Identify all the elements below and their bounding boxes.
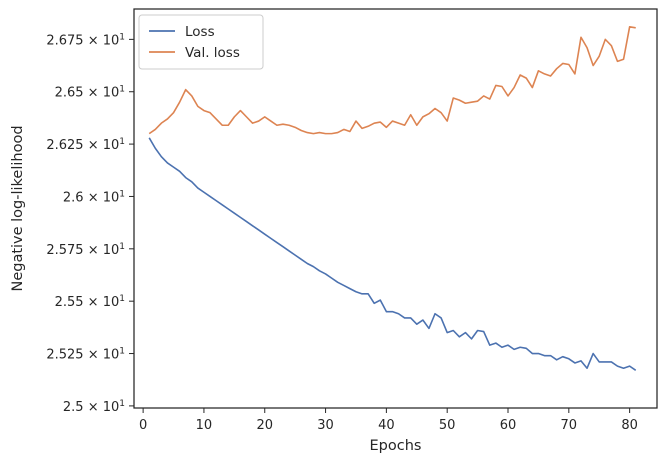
x-axis-label: Epochs xyxy=(370,438,422,454)
x-tick-label: 10 xyxy=(196,418,213,433)
y-tick-label: 2.6 × 101 xyxy=(63,189,125,205)
x-tick-label: 50 xyxy=(439,418,456,433)
x-tick-label: 40 xyxy=(378,418,395,433)
y-tick-label: 2.675 × 101 xyxy=(46,32,125,48)
y-tick-label: 2.5 × 101 xyxy=(63,399,125,415)
legend-label-1: Val. loss xyxy=(185,45,240,61)
x-tick-label: 80 xyxy=(621,418,638,433)
legend-box xyxy=(138,14,264,70)
x-tick-label: 0 xyxy=(139,418,147,433)
y-tick-label: 2.625 × 101 xyxy=(46,137,125,153)
series-line-1 xyxy=(148,25,636,135)
x-axis: 0 10 20 30 40 50 60 70 80 xyxy=(139,408,638,433)
plot-frame xyxy=(133,8,658,409)
y-tick-label: 2.525 × 101 xyxy=(46,347,125,363)
y-axis: 2.5 × 101 2.525 × 101 2.55 × 101 2.575 × 10… xyxy=(46,32,134,415)
series-layer xyxy=(148,25,637,371)
x-tick-label: 20 xyxy=(256,418,273,433)
y-axis-label: Negative log-likelihood xyxy=(10,125,26,291)
x-tick-label: 30 xyxy=(317,418,334,433)
y-tick-label: 2.55 × 101 xyxy=(55,294,125,310)
y-tick-label: 2.65 × 101 xyxy=(55,85,125,101)
x-tick-label: 60 xyxy=(500,418,517,433)
series-line-0 xyxy=(148,137,637,371)
x-tick-label: 70 xyxy=(561,418,578,433)
y-tick-label: 2.575 × 101 xyxy=(46,242,125,258)
legend: Loss Val. loss xyxy=(138,14,264,70)
legend-label-0: Loss xyxy=(185,24,215,40)
